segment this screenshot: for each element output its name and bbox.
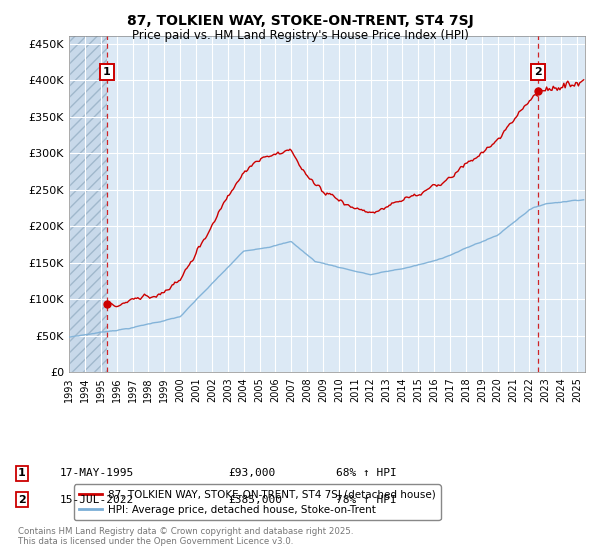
Text: 78% ↑ HPI: 78% ↑ HPI [336, 494, 397, 505]
Text: £385,000: £385,000 [228, 494, 282, 505]
Bar [69, 36, 107, 372]
Text: 15-JUL-2022: 15-JUL-2022 [60, 494, 134, 505]
Text: 2: 2 [18, 494, 26, 505]
Text: 17-MAY-1995: 17-MAY-1995 [60, 468, 134, 478]
Text: £93,000: £93,000 [228, 468, 275, 478]
Text: 2: 2 [534, 67, 542, 77]
Text: 87, TOLKIEN WAY, STOKE-ON-TRENT, ST4 7SJ: 87, TOLKIEN WAY, STOKE-ON-TRENT, ST4 7SJ [127, 14, 473, 28]
Text: 1: 1 [18, 468, 26, 478]
Text: Price paid vs. HM Land Registry's House Price Index (HPI): Price paid vs. HM Land Registry's House … [131, 29, 469, 42]
Text: 68% ↑ HPI: 68% ↑ HPI [336, 468, 397, 478]
Text: 1: 1 [103, 67, 110, 77]
Legend: 87, TOLKIEN WAY, STOKE-ON-TRENT, ST4 7SJ (detached house), HPI: Average price, d: 87, TOLKIEN WAY, STOKE-ON-TRENT, ST4 7SJ… [74, 484, 440, 520]
Text: Contains HM Land Registry data © Crown copyright and database right 2025.
This d: Contains HM Land Registry data © Crown c… [18, 526, 353, 546]
